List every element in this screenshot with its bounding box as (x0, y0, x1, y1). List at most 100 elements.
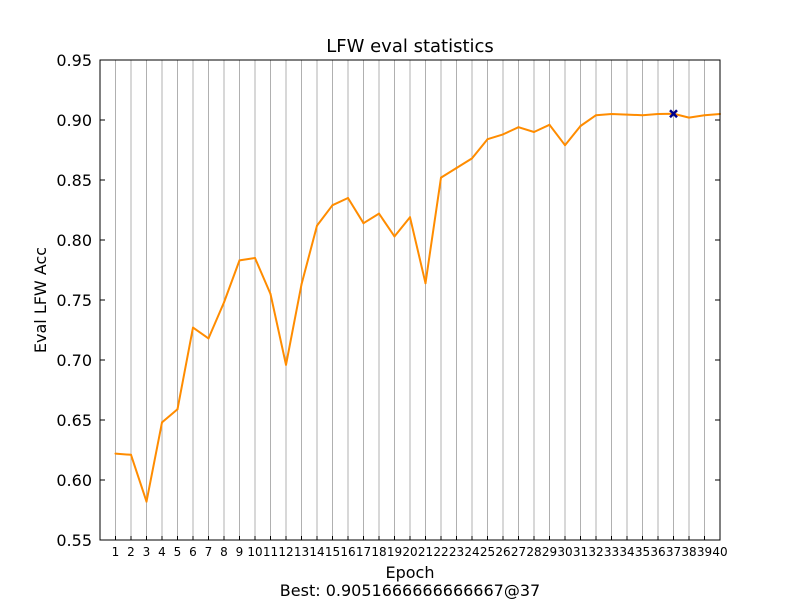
x-tick-label: 29 (542, 545, 557, 559)
x-tick-label: 15 (325, 545, 340, 559)
y-tick-label: 0.60 (56, 471, 92, 490)
data-point (595, 114, 597, 117)
y-axis-label: Eval LFW Acc (31, 247, 50, 353)
data-point (254, 257, 256, 259)
x-tick-label: 3 (143, 545, 151, 559)
data-point (657, 113, 659, 115)
x-tick-label: 22 (433, 545, 448, 559)
y-tick-label: 0.55 (56, 531, 92, 550)
data-point (176, 408, 179, 411)
best-point-marker (669, 109, 678, 119)
grid-layer (115, 60, 721, 540)
y-tick-label: 0.70 (56, 351, 92, 370)
x-tick-label: 20 (402, 545, 417, 559)
y-tick-label: 0.65 (56, 411, 92, 430)
data-point (564, 144, 566, 147)
x-tick-label: 21 (418, 545, 433, 559)
data-point (548, 123, 551, 126)
x-tick-label: 36 (650, 545, 665, 559)
x-tick-label: 8 (220, 545, 228, 559)
data-point (192, 326, 194, 329)
y-tick-label: 0.80 (56, 231, 92, 250)
data-point (331, 204, 334, 207)
y-axis-label-group: Eval LFW Acc (31, 247, 50, 353)
series-line (115, 112, 721, 503)
data-point (440, 176, 442, 179)
data-point (610, 113, 613, 115)
x-tick-label: 23 (449, 545, 464, 559)
data-point (362, 222, 365, 225)
y-tick-label: 0.95 (56, 51, 92, 70)
data-point (502, 133, 504, 136)
data-point (347, 197, 349, 199)
x-tick-label: 27 (511, 545, 526, 559)
x-tick-label: 19 (387, 545, 402, 559)
x-tick-label: 34 (619, 545, 634, 559)
x-tick-label: 6 (189, 545, 197, 559)
best-point-stroke (669, 109, 678, 119)
data-point (641, 114, 644, 117)
x-tick-label: 13 (294, 545, 309, 559)
series-layer (114, 109, 721, 503)
data-point (316, 224, 318, 227)
data-point (703, 114, 706, 117)
y-tick-label: 0.85 (56, 171, 92, 190)
x-tick-label: 12 (278, 545, 293, 559)
x-tick-label: 25 (480, 545, 495, 559)
plot-frame (99, 59, 721, 541)
data-point (161, 421, 163, 424)
x-axis-label: Epoch (386, 563, 435, 582)
x-tick-label: 39 (697, 545, 712, 559)
x-tick-label: 2 (127, 545, 135, 559)
x-tick-label: 16 (340, 545, 355, 559)
data-point (285, 363, 287, 366)
x-tick-label: 32 (588, 545, 603, 559)
data-point (223, 301, 225, 304)
data-point (626, 113, 628, 116)
data-point (486, 138, 489, 141)
x-tick-label: 18 (371, 545, 386, 559)
data-point (517, 126, 520, 129)
x-tick-label: 7 (205, 545, 213, 559)
x-tick-label: 31 (573, 545, 588, 559)
x-tick-label: 24 (464, 545, 479, 559)
x-tick-label: 17 (356, 545, 371, 559)
x-tick-label: 30 (557, 545, 572, 559)
data-point (378, 212, 380, 215)
x-tick-label: 37 (666, 545, 681, 559)
data-point (114, 452, 117, 455)
x-tick-label: 9 (236, 545, 244, 559)
data-point (300, 283, 303, 286)
y-tick-label: 0.90 (56, 111, 92, 130)
x-tick-label: 40 (712, 545, 727, 559)
data-point (145, 500, 148, 503)
x-tick-label: 33 (604, 545, 619, 559)
best-result-caption: Best: 0.9051666666666667@37 (280, 581, 540, 600)
x-tick-label: 5 (174, 545, 182, 559)
tick-layer: 1 2 3 4 5 6 7 8 9 10 11 12 13 14 15 16 17 18 19 20 21 22 23 24 2… (56, 51, 727, 559)
data-point (471, 157, 473, 160)
data-point (130, 453, 132, 456)
data-point (688, 116, 690, 119)
data-point (579, 125, 582, 127)
x-tick-label: 14 (309, 545, 324, 559)
x-tick-label: 10 (247, 545, 262, 559)
data-point (393, 235, 396, 238)
data-point (238, 259, 241, 262)
data-point (269, 293, 272, 295)
x-tick-label: 26 (495, 545, 510, 559)
x-tick-label: 1 (112, 545, 120, 559)
x-tick-label: 11 (263, 545, 278, 559)
data-point (409, 216, 411, 219)
x-tick-label: 4 (158, 545, 166, 559)
data-point (455, 167, 458, 169)
data-point (424, 282, 427, 285)
x-tick-label: 38 (681, 545, 696, 559)
chart-title: LFW eval statistics (326, 36, 494, 57)
data-point (533, 131, 535, 133)
data-point (207, 337, 210, 340)
x-tick-label: 35 (635, 545, 650, 559)
x-tick-label: 28 (526, 545, 541, 559)
